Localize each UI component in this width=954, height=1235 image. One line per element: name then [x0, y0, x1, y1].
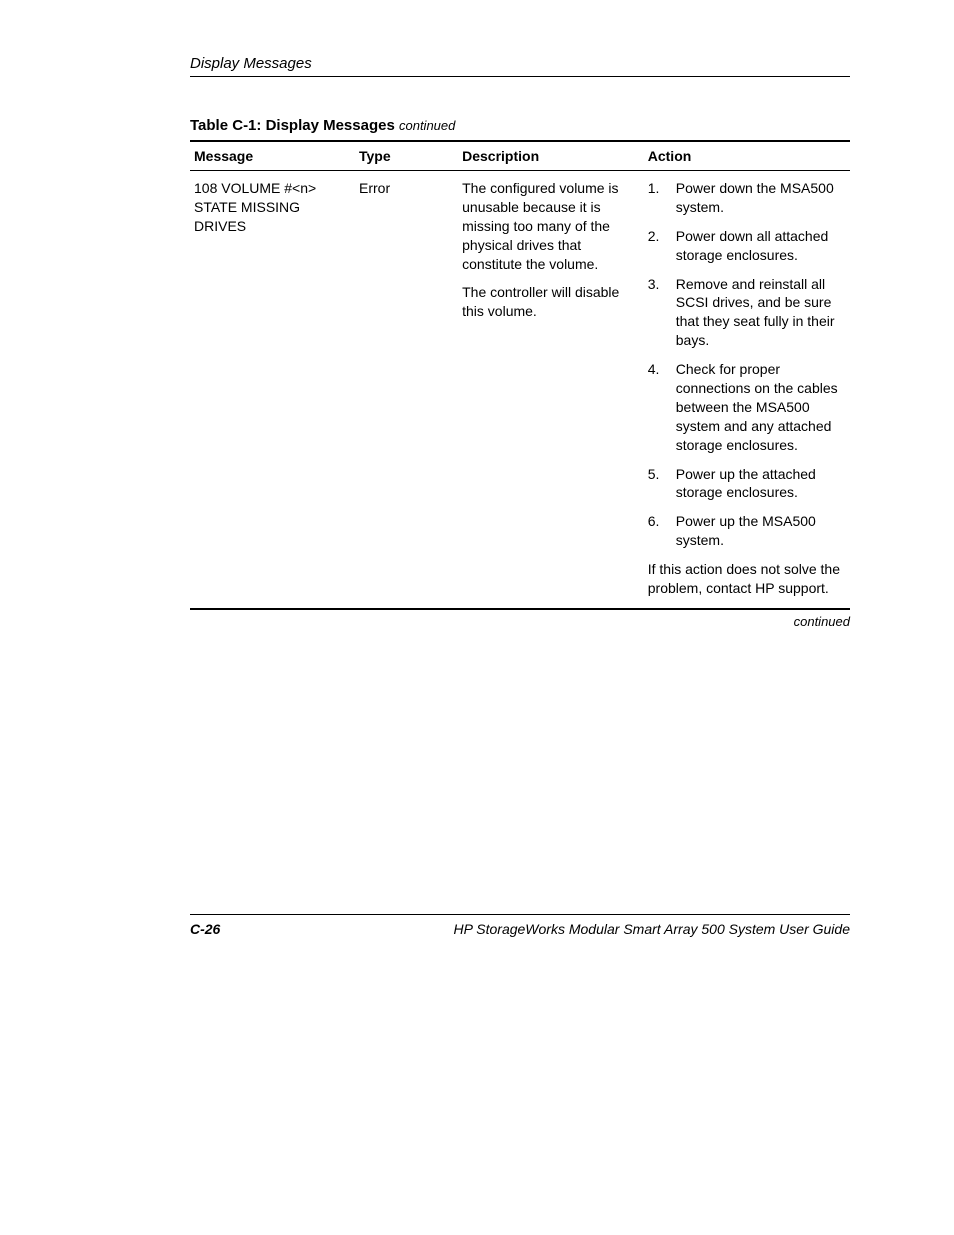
- table-row: 108 VOLUME #<n> STATE MISSING DRIVES Err…: [190, 171, 850, 609]
- action-step: Check for proper connections on the cabl…: [648, 360, 846, 454]
- action-list: Power down the MSA500 system. Power down…: [648, 179, 846, 550]
- cell-action: Power down the MSA500 system. Power down…: [644, 171, 850, 609]
- description-paragraph-1: The configured volume is unusable becaus…: [462, 179, 624, 273]
- table-title-continued: continued: [399, 118, 455, 133]
- col-header-description: Description: [458, 141, 644, 171]
- cell-message: 108 VOLUME #<n> STATE MISSING DRIVES: [190, 171, 355, 609]
- display-messages-table: Message Type Description Action 108 VOLU…: [190, 140, 850, 610]
- action-step: Power up the attached storage enclosures…: [648, 465, 846, 503]
- action-step: Remove and reinstall all SCSI drives, an…: [648, 275, 846, 351]
- description-paragraph-2: The controller will disable this volume.: [462, 283, 624, 321]
- page-number: C-26: [190, 921, 220, 937]
- cell-type: Error: [355, 171, 458, 609]
- action-note: If this action does not solve the proble…: [648, 560, 846, 598]
- cell-description: The configured volume is unusable becaus…: [458, 171, 644, 609]
- col-header-action: Action: [644, 141, 850, 171]
- table-title-main: Table C-1: Display Messages: [190, 117, 395, 134]
- col-header-type: Type: [355, 141, 458, 171]
- page-header-title: Display Messages: [190, 55, 850, 77]
- table-header-row: Message Type Description Action: [190, 141, 850, 171]
- document-title: HP StorageWorks Modular Smart Array 500 …: [453, 921, 850, 937]
- action-step: Power down the MSA500 system.: [648, 179, 846, 217]
- action-step: Power down all attached storage enclosur…: [648, 227, 846, 265]
- col-header-message: Message: [190, 141, 355, 171]
- page-footer: C-26 HP StorageWorks Modular Smart Array…: [190, 914, 850, 937]
- table-title: Table C-1: Display Messages continued: [190, 117, 850, 134]
- action-step: Power up the MSA500 system.: [648, 512, 846, 550]
- table-continued-footer: continued: [190, 614, 850, 629]
